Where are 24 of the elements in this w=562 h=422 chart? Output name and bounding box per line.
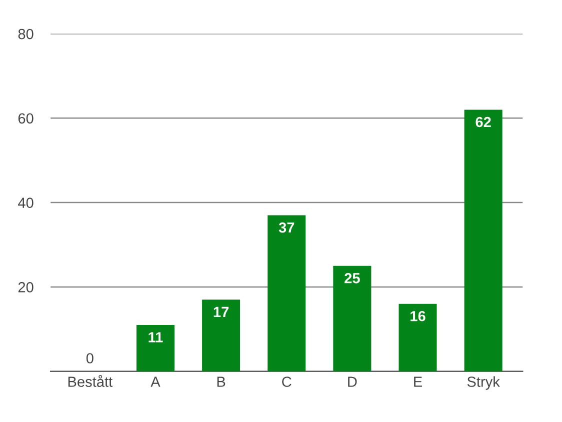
data-label: 62 [476,116,491,128]
y-tick-label: 40 [18,198,34,208]
y-tick-label: 60 [18,113,34,124]
data-label: 37 [278,222,294,233]
x-tick-label: C [282,376,292,387]
x-tick-label: B [217,376,226,387]
y-tick-label: 20 [18,282,34,292]
x-tick-label: E [414,376,422,387]
x-tick-label: Stryk [467,376,500,390]
data-label: 17 [214,306,229,317]
bar [464,110,502,372]
bar [333,266,372,372]
bar [136,324,174,372]
y-tick-label: 80 [18,28,34,40]
data-label: 11 [148,332,163,342]
x-tick-label: D [348,376,357,387]
bar [202,300,240,372]
data-label: 0 [86,353,94,364]
x-tick-label: A [150,376,160,387]
x-tick-label: Bestått [68,375,113,387]
data-label: 16 [410,310,426,322]
bar [398,304,437,372]
data-label: 25 [344,272,360,284]
bar [268,215,306,372]
